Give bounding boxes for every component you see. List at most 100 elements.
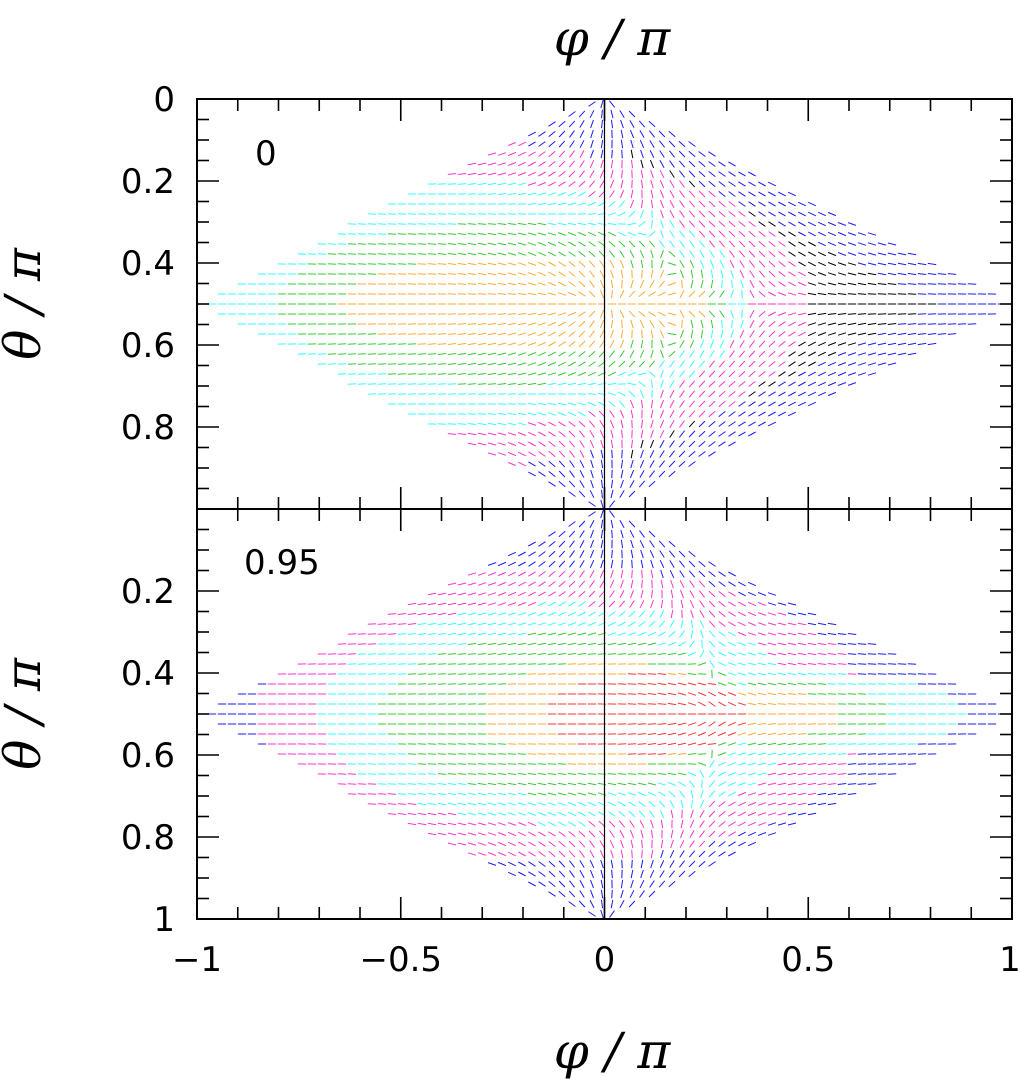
lower-field-segment bbox=[548, 841, 556, 847]
lower-field-segment bbox=[737, 801, 747, 807]
lower-field-segment bbox=[588, 511, 596, 517]
lower-field-segment bbox=[738, 841, 746, 847]
upper-field-segment bbox=[688, 190, 696, 198]
upper-field-segment bbox=[749, 260, 755, 268]
upper-field-segment bbox=[669, 230, 675, 238]
lower-field-segment bbox=[517, 653, 527, 655]
lower-field-segment bbox=[507, 831, 517, 837]
lower-field-segment bbox=[670, 829, 674, 839]
upper-field-segment bbox=[397, 233, 407, 235]
upper-field-segment bbox=[659, 360, 665, 368]
upper-field-segment bbox=[568, 421, 576, 427]
lower-field-segment bbox=[817, 792, 827, 796]
upper-field-segment bbox=[467, 423, 477, 425]
lower-field-segment bbox=[690, 609, 694, 619]
lower-field-segment bbox=[537, 792, 547, 796]
upper-field-segment bbox=[708, 210, 716, 218]
upper-field-segment bbox=[797, 292, 807, 296]
upper-field-segment bbox=[527, 182, 537, 186]
lower-field-segment bbox=[528, 861, 536, 867]
lower-field-segment bbox=[600, 909, 604, 919]
lower-field-segment bbox=[507, 851, 517, 857]
lower-field-segment bbox=[397, 773, 407, 775]
lower-field-segment bbox=[547, 663, 557, 665]
top-axis-label: φ / π bbox=[554, 9, 672, 67]
upper-field-segment bbox=[548, 131, 556, 137]
upper-field-segment bbox=[827, 342, 837, 346]
lower-field-segment bbox=[528, 541, 536, 547]
upper-field-segment bbox=[927, 333, 937, 335]
lower-field-segment bbox=[528, 851, 536, 857]
lower-field-segment bbox=[417, 773, 427, 775]
lower-field-segment bbox=[747, 601, 757, 607]
lower-field-segment bbox=[579, 870, 585, 878]
lower-field-segment bbox=[807, 652, 817, 656]
lower-field-segment bbox=[738, 601, 746, 607]
lower-field-segment bbox=[847, 763, 857, 765]
lower-field-segment bbox=[377, 653, 387, 655]
lower-field-segment bbox=[397, 813, 407, 815]
lower-field-segment bbox=[557, 622, 567, 626]
upper-field-segment bbox=[659, 169, 665, 179]
lower-field-segment bbox=[599, 569, 605, 579]
lower-field-segment bbox=[687, 763, 697, 765]
upper-field-segment bbox=[609, 190, 615, 198]
lower-field-segment bbox=[727, 641, 737, 647]
upper-field-segment bbox=[817, 211, 827, 217]
upper-field-segment bbox=[639, 470, 645, 478]
upper-field-segment bbox=[467, 442, 477, 446]
lower-field-segment bbox=[517, 792, 527, 796]
lower-field-segment bbox=[467, 643, 477, 645]
upper-field-segment bbox=[797, 201, 807, 207]
lower-field-segment bbox=[447, 812, 457, 816]
lower-x-tick-label: 1 bbox=[999, 940, 1020, 980]
upper-field-segment bbox=[808, 231, 816, 237]
lower-field-segment bbox=[827, 632, 837, 636]
lower-field-segment bbox=[517, 663, 527, 665]
lower-field-segment bbox=[447, 622, 457, 626]
upper-field-segment bbox=[827, 251, 837, 257]
lower-y-tick-label: 1 bbox=[153, 900, 175, 940]
upper-field-segment bbox=[517, 272, 527, 276]
lower-field-segment bbox=[618, 811, 626, 817]
upper-field-segment bbox=[640, 259, 644, 269]
lower-field-segment bbox=[708, 820, 716, 828]
upper-field-segment bbox=[577, 382, 587, 386]
upper-field-segment bbox=[487, 223, 497, 225]
lower-field-segment bbox=[437, 822, 447, 826]
lower-field-segment bbox=[627, 693, 637, 695]
upper-field-segment bbox=[487, 452, 497, 456]
upper-field-segment bbox=[578, 251, 586, 257]
lower-field-segment bbox=[600, 529, 604, 539]
upper-field-segment bbox=[497, 182, 507, 186]
upper-field-segment bbox=[768, 201, 776, 207]
upper-field-segment bbox=[590, 119, 594, 129]
lower-field-segment bbox=[528, 881, 536, 887]
upper-field-segment bbox=[679, 170, 685, 178]
upper-field-segment bbox=[708, 161, 716, 167]
lower-field-segment bbox=[807, 772, 817, 776]
lower-field-segment bbox=[647, 753, 657, 755]
lower-field-segment bbox=[437, 832, 447, 836]
lower-field-segment bbox=[787, 632, 797, 636]
upper-field-segment bbox=[517, 182, 527, 186]
lower-field-segment bbox=[467, 842, 477, 846]
upper-field-segment bbox=[587, 393, 597, 395]
lower-field-segment bbox=[718, 581, 726, 587]
lower-field-segment bbox=[577, 632, 587, 636]
upper-field-segment bbox=[528, 141, 536, 147]
lower-field-segment bbox=[548, 870, 556, 878]
upper-field-segment bbox=[739, 329, 745, 339]
lower-field-segment bbox=[397, 783, 407, 785]
lower-field-segment bbox=[797, 693, 807, 695]
lower-field-segment bbox=[767, 782, 777, 786]
upper-field-segment bbox=[497, 342, 507, 346]
upper-field-segment bbox=[698, 430, 706, 438]
upper-field-segment bbox=[827, 381, 837, 387]
lower-field-segment bbox=[638, 621, 646, 627]
upper-field-segment bbox=[768, 361, 776, 367]
upper-field-segment bbox=[638, 240, 646, 248]
lower-field-segment bbox=[637, 791, 647, 797]
upper-field-segment bbox=[569, 460, 575, 468]
upper-field-segment bbox=[527, 342, 537, 346]
